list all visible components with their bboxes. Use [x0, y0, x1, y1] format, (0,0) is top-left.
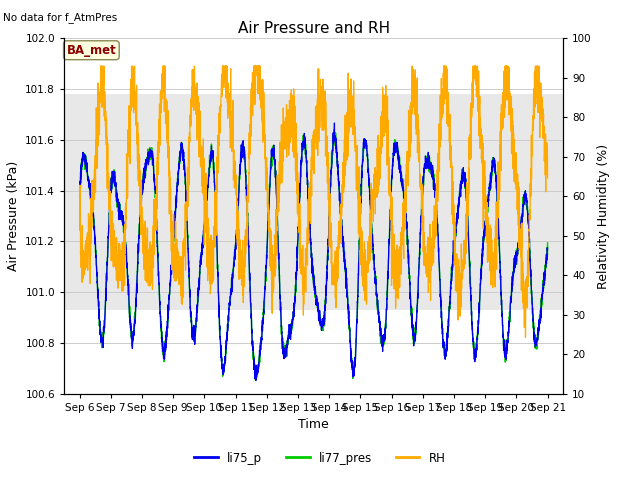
- Bar: [64, 94, 563, 310]
- Legend: li75_p, li77_pres, RH: li75_p, li77_pres, RH: [189, 447, 451, 469]
- Title: Air Pressure and RH: Air Pressure and RH: [237, 21, 390, 36]
- Y-axis label: Relativity Humidity (%): Relativity Humidity (%): [597, 144, 611, 288]
- Y-axis label: Air Pressure (kPa): Air Pressure (kPa): [6, 161, 20, 271]
- Text: No data for f_AtmPres: No data for f_AtmPres: [3, 12, 118, 23]
- X-axis label: Time: Time: [298, 418, 329, 431]
- Text: BA_met: BA_met: [67, 44, 116, 57]
